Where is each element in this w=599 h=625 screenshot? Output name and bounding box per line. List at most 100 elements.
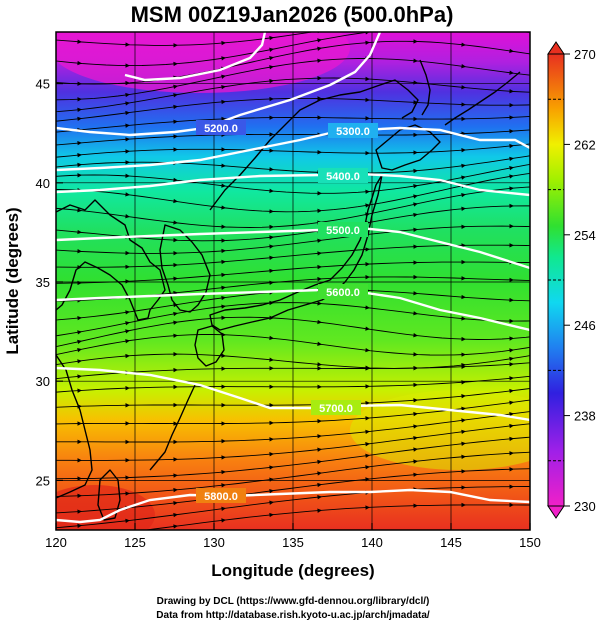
russia-coast xyxy=(209,79,419,211)
wind-arrow xyxy=(365,326,370,331)
wind-arrow xyxy=(269,148,274,153)
wind-arrow xyxy=(317,366,322,371)
wind-arrow xyxy=(77,208,82,213)
wind-arrow xyxy=(269,235,274,240)
wind-arrow xyxy=(125,403,130,408)
wind-arrow xyxy=(461,192,466,198)
wind-arrow xyxy=(77,388,82,393)
wind-arrow xyxy=(413,398,418,403)
contour-label-5400: 5400.0 xyxy=(326,171,360,183)
wind-arrow xyxy=(461,454,466,460)
wind-arrow xyxy=(125,101,130,106)
contour-line-5200 xyxy=(56,32,382,137)
wind-arrow xyxy=(509,423,514,429)
x-tick-label-145: 145 xyxy=(440,535,462,550)
wind-arrow xyxy=(125,279,130,284)
wind-arrow xyxy=(77,330,82,335)
wind-arrow xyxy=(509,388,514,394)
wind-arrow xyxy=(125,321,130,326)
x-axis: 120 125 130 135 140 145 150 xyxy=(45,523,541,550)
wind-arrow xyxy=(221,421,226,426)
wind-arrow xyxy=(269,65,274,70)
wind-arrow xyxy=(413,184,418,189)
wind-arrow xyxy=(77,347,82,353)
taiwan xyxy=(97,469,121,521)
wind-arrow xyxy=(221,56,226,61)
wind-arrow xyxy=(509,376,514,381)
wind-arrow xyxy=(221,224,226,229)
wind-arrow xyxy=(317,251,322,256)
wind-arrow xyxy=(221,295,226,301)
wind-arrow xyxy=(77,421,82,426)
yellow-band-region xyxy=(350,390,530,470)
wind-arrow xyxy=(125,173,130,179)
wind-arrow xyxy=(125,42,130,47)
wind-arrow xyxy=(317,264,322,270)
wind-arrow xyxy=(269,255,274,260)
y-tick-label-45: 45 xyxy=(36,77,50,92)
streamline xyxy=(143,504,530,530)
korea-china-coast xyxy=(56,199,166,321)
wind-arrow xyxy=(77,116,82,122)
wind-arrow xyxy=(173,43,178,48)
wind-arrow xyxy=(509,318,514,324)
wind-arrow xyxy=(221,205,226,210)
wind-arrow xyxy=(413,212,418,218)
wind-arrow xyxy=(221,315,226,321)
wind-arrow xyxy=(413,365,418,371)
wind-arrow xyxy=(77,39,82,44)
wind-arrow xyxy=(461,406,466,411)
y-axis-title: Latitude (degrees) xyxy=(3,207,22,354)
wind-arrow xyxy=(269,512,274,518)
wind-arrow xyxy=(413,150,418,155)
wind-arrow xyxy=(365,97,370,103)
wind-arrow xyxy=(173,262,178,268)
wind-arrow xyxy=(509,186,514,191)
lat-lon-grid xyxy=(56,32,530,530)
wind-arrow xyxy=(77,523,82,529)
sakhalin xyxy=(419,59,431,116)
wind-arrow xyxy=(509,48,514,54)
wind-arrow xyxy=(317,341,322,346)
wind-arrow xyxy=(125,137,130,142)
wind-arrow xyxy=(173,177,178,183)
wind-arrow xyxy=(77,439,82,444)
wind-arrow xyxy=(365,150,370,156)
wind-arrow xyxy=(461,316,466,321)
x-axis-title: Longitude (degrees) xyxy=(211,561,374,580)
wind-arrow xyxy=(509,89,514,94)
wind-arrow xyxy=(413,39,418,44)
wind-arrow xyxy=(269,366,274,371)
wind-arrow xyxy=(221,40,226,46)
kuril-islands xyxy=(444,71,521,126)
wind-arrow xyxy=(365,384,370,389)
wind-arrow xyxy=(413,459,418,464)
contour-label-5300: 5300.0 xyxy=(336,126,370,138)
wind-arrow xyxy=(461,163,466,169)
wind-arrow xyxy=(509,502,514,508)
wind-arrow xyxy=(269,47,274,52)
wind-arrow xyxy=(365,465,370,470)
wind-arrow xyxy=(413,447,418,452)
wind-arrow xyxy=(221,238,226,243)
wind-arrow xyxy=(77,140,82,146)
wind-arrow xyxy=(317,191,322,196)
wind-arrow xyxy=(365,400,370,406)
wind-arrow xyxy=(365,366,370,371)
wind-arrow xyxy=(413,435,418,441)
wind-arrow xyxy=(221,506,226,511)
wind-arrow xyxy=(509,412,514,417)
wind-arrow xyxy=(173,473,178,478)
wind-arrow xyxy=(365,429,370,435)
wind-arrow xyxy=(125,310,130,315)
contour-label-5700: 5700.0 xyxy=(319,403,353,415)
wind-arrow xyxy=(461,418,466,423)
colorbar-tick-label-270: 270 xyxy=(574,47,596,62)
wind-arrow xyxy=(461,352,466,357)
wind-arrow xyxy=(413,100,418,105)
colorbar: 270 262 254 246 238 230 xyxy=(547,41,596,519)
wind-arrow xyxy=(173,104,178,110)
wind-arrow xyxy=(509,336,514,341)
colorbar-ticks: 270 262 254 246 238 230 xyxy=(548,47,596,514)
wind-arrow xyxy=(125,92,130,98)
